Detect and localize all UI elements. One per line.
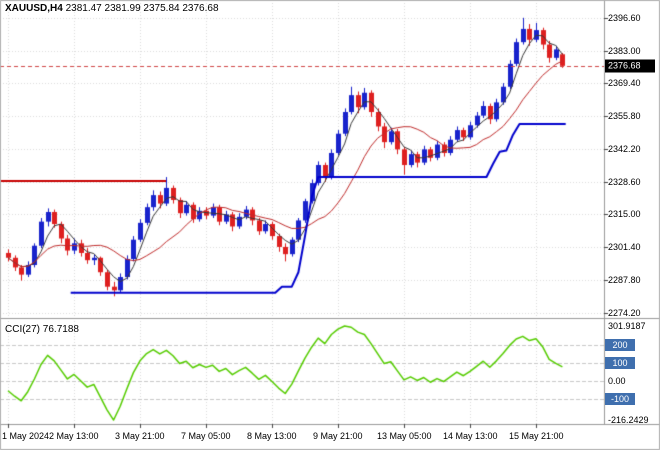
time-axis-label: 1 May 2024 <box>2 431 50 441</box>
price-axis-label: 2383.00 <box>608 45 641 56</box>
time-axis-label: 14 May 13:00 <box>443 431 498 441</box>
cci-axis-zero-label: 0.00 <box>608 375 626 386</box>
cci-axis-max-label: 301.9187 <box>608 321 646 331</box>
cci-indicator-label: CCI(27) 76.7188 <box>5 324 79 335</box>
time-axis-label: 2 May 13:00 <box>49 431 99 441</box>
time-axis-label: 13 May 05:00 <box>377 431 432 441</box>
current-price-badge: 2376.68 <box>605 59 655 73</box>
price-axis-label: 2287.80 <box>608 274 641 285</box>
price-axis-label: 2301.40 <box>608 242 641 253</box>
cci-name: CCI(27) <box>5 324 41 335</box>
price-axis-label: 2274.20 <box>608 307 641 318</box>
time-axis-label: 3 May 21:00 <box>115 431 165 441</box>
time-axis-label: 7 May 05:00 <box>181 431 231 441</box>
cci-axis-min-label: -216.2429 <box>608 415 649 426</box>
price-axis-label: 2396.60 <box>608 12 641 23</box>
price-axis-label: 2315.00 <box>608 209 641 220</box>
price-axis-label: 2355.80 <box>608 111 641 122</box>
cci-value: 76.7188 <box>42 324 79 335</box>
price-axis-label: 2342.20 <box>608 143 641 154</box>
symbol-timeframe-label: XAUUSD,H4 <box>5 3 63 14</box>
price-axis-label: 2328.60 <box>608 176 641 187</box>
time-axis-label: 8 May 13:00 <box>247 431 297 441</box>
time-axis-label: 9 May 21:00 <box>313 431 363 441</box>
ohlc-values: 2381.47 2381.99 2375.84 2376.68 <box>65 3 219 14</box>
time-axis-label: 15 May 21:00 <box>509 431 564 441</box>
price-axis-label: 2369.40 <box>608 78 641 89</box>
chart-title: XAUUSD,H4 2381.47 2381.99 2375.84 2376.6… <box>5 3 219 14</box>
cci-level-badge: -100 <box>605 392 635 405</box>
cci-level-badge: 100 <box>605 356 635 369</box>
cci-level-badge: 200 <box>605 338 635 351</box>
